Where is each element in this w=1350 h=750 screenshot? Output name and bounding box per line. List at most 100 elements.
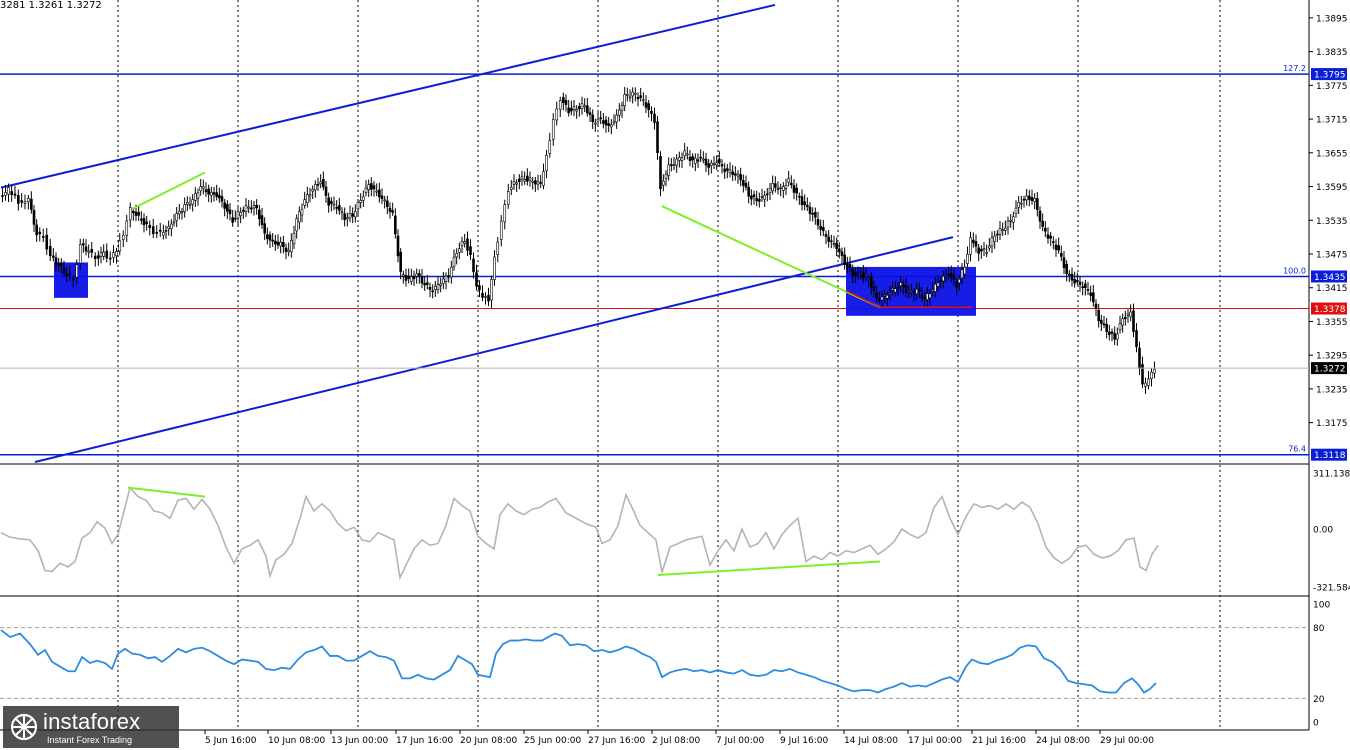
price-tick-label-8: 1.3415 <box>1316 284 1348 294</box>
current-price-tag: 1.3272 <box>1314 365 1346 375</box>
candle-body <box>607 123 610 126</box>
candle-body <box>715 162 718 166</box>
candle-body <box>287 249 290 252</box>
price-tick-label-1: 1.3835 <box>1316 48 1348 58</box>
candle-body <box>1081 286 1084 289</box>
candle-body <box>151 226 155 234</box>
candle-body <box>140 218 143 221</box>
candle-body <box>588 112 592 115</box>
candle-body <box>75 264 79 278</box>
candle-body <box>1017 202 1020 208</box>
candle-body <box>969 237 972 255</box>
candle-body <box>170 223 173 230</box>
candle-body <box>372 185 376 190</box>
candle-body <box>736 173 740 177</box>
candle-body <box>426 282 429 285</box>
candle-body <box>78 244 82 264</box>
candle-body <box>207 188 210 195</box>
candle-body <box>27 198 30 202</box>
channel-lower-line <box>34 236 954 463</box>
candle-body <box>167 226 170 229</box>
candle-body <box>1062 257 1066 269</box>
candle-body <box>348 213 352 219</box>
current-price-tag-bg <box>1311 362 1347 375</box>
candle-body <box>808 206 812 215</box>
candle-body <box>583 105 586 108</box>
candle-body <box>351 213 354 217</box>
candle-body <box>920 294 924 299</box>
candle-body <box>303 199 306 206</box>
candle-body <box>1038 210 1042 222</box>
candle-body <box>744 183 748 188</box>
candle-body <box>105 250 109 259</box>
price-tick-label-9: 1.3355 <box>1316 318 1348 328</box>
candle-body <box>523 179 526 182</box>
candle-body <box>97 255 100 259</box>
candle-body <box>539 182 542 184</box>
candle-body <box>1 195 4 197</box>
candle-body <box>1110 331 1114 334</box>
candle-body <box>867 278 870 280</box>
rsi-tick-label-0: 100 <box>1313 601 1330 611</box>
candle-body <box>314 184 317 191</box>
candle-body <box>158 229 162 232</box>
candle-body <box>183 204 186 212</box>
candle-body <box>370 183 373 190</box>
candle-body <box>65 273 68 276</box>
level-label-0: 127.2 <box>1283 64 1306 73</box>
level-tag-3: 1.3118 <box>1314 451 1346 461</box>
candle-body <box>478 285 481 291</box>
candle-body <box>463 241 466 244</box>
candle-body <box>883 294 886 297</box>
candle-body <box>1065 263 1068 274</box>
candle-body <box>202 186 205 189</box>
candle-body <box>894 288 897 293</box>
candle-body <box>623 94 626 107</box>
time-tick-label-4: 20 Jun 08:00 <box>460 736 517 746</box>
candle-body <box>870 276 873 288</box>
level-tag-bg-0 <box>1311 68 1347 81</box>
candle-body <box>752 194 756 198</box>
candle-body <box>194 193 197 201</box>
candle-body <box>1092 292 1095 303</box>
level-tag-bg-1 <box>1311 270 1347 283</box>
candle-body <box>68 273 72 276</box>
candle-body <box>13 193 17 196</box>
time-tick-label-2: 13 Jun 00:00 <box>331 736 388 746</box>
candle-body <box>787 178 790 183</box>
candle-body <box>258 209 261 220</box>
candle-body <box>631 91 634 97</box>
candle-body <box>210 191 213 196</box>
candle-body <box>1076 280 1079 283</box>
candle-body <box>247 206 250 209</box>
candle-body <box>824 234 828 237</box>
candle-body <box>704 158 708 166</box>
candle-body <box>242 210 245 212</box>
candle-body <box>250 207 253 210</box>
candle-body <box>680 157 684 161</box>
candle-body <box>907 291 910 293</box>
candle-body <box>128 207 132 221</box>
candle-body <box>659 156 662 190</box>
candle-body <box>774 183 777 188</box>
candle-body <box>683 150 686 157</box>
candle-body <box>388 207 392 212</box>
candle-body <box>35 224 38 236</box>
candle-body <box>702 158 705 161</box>
candle-body <box>650 110 653 114</box>
candle-body <box>1068 273 1071 276</box>
candle-body <box>510 187 513 190</box>
candle-body <box>594 122 597 125</box>
candle-body <box>520 176 524 180</box>
candle-body <box>108 257 112 260</box>
candle-body <box>428 286 432 290</box>
candle-body <box>458 248 461 253</box>
candle-body <box>356 202 360 210</box>
candle-body <box>343 213 346 220</box>
time-tick-label-14: 29 Jul 00:00 <box>1100 736 1154 746</box>
candle-body <box>562 97 565 104</box>
candle-body <box>394 215 397 235</box>
candle-body <box>739 174 742 181</box>
candle-body <box>442 278 445 284</box>
